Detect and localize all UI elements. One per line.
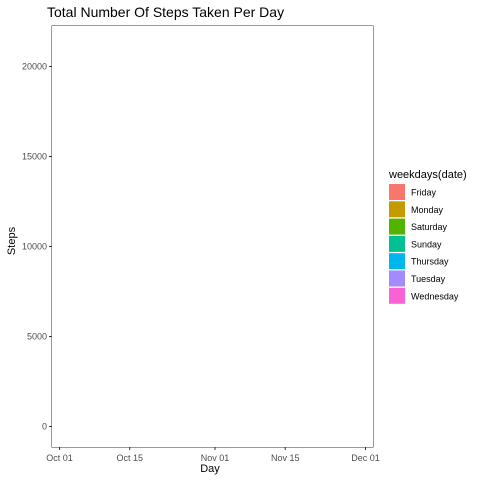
legend-key-friday: [389, 184, 405, 200]
legend-key-monday: [389, 201, 405, 218]
x-axis-title: Day: [200, 463, 220, 475]
panel-fill: [52, 26, 373, 447]
y-tick-label: 0: [42, 422, 47, 432]
legend-items: Friday Monday Saturday Sunday Thursday Tuesda…: [389, 184, 459, 304]
legend-key-saturday: [389, 218, 405, 235]
legend-label-tuesday: Tuesday: [411, 274, 446, 284]
y-tick-label: 10000: [22, 242, 47, 252]
y-tick-label: 15000: [22, 152, 47, 162]
x-axis: Oct 01 Oct 15 Nov 01 Nov 15 Dec 01: [46, 447, 380, 463]
legend-label-wednesday: Wednesday: [411, 291, 459, 301]
y-tick-label: 20000: [22, 62, 47, 72]
x-tick-label: Oct 15: [116, 453, 143, 463]
x-tick-label: Oct 01: [46, 453, 73, 463]
legend-label-thursday: Thursday: [411, 257, 449, 267]
legend-label-friday: Friday: [411, 188, 437, 198]
legend: weekdays(date) Friday Monday Saturday Sunda…: [388, 169, 467, 304]
legend-key-tuesday: [389, 270, 405, 287]
legend-label-monday: Monday: [411, 205, 444, 215]
x-tick-label: Nov 15: [271, 453, 300, 463]
x-tick-label: Dec 01: [351, 453, 380, 463]
y-axis-title: Steps: [6, 226, 18, 255]
legend-key-thursday: [389, 253, 405, 270]
y-axis: 0 5000 10000 15000 20000: [22, 62, 52, 432]
legend-key-wednesday: [389, 287, 405, 304]
plot-panel: [51, 25, 374, 448]
legend-title: weekdays(date): [388, 169, 467, 181]
chart-title: Total Number Of Steps Taken Per Day: [47, 4, 284, 20]
y-tick-label: 5000: [27, 332, 47, 342]
legend-key-sunday: [389, 235, 405, 252]
legend-label-saturday: Saturday: [411, 222, 448, 232]
legend-label-sunday: Sunday: [411, 239, 442, 249]
x-tick-label: Nov 01: [201, 453, 230, 463]
